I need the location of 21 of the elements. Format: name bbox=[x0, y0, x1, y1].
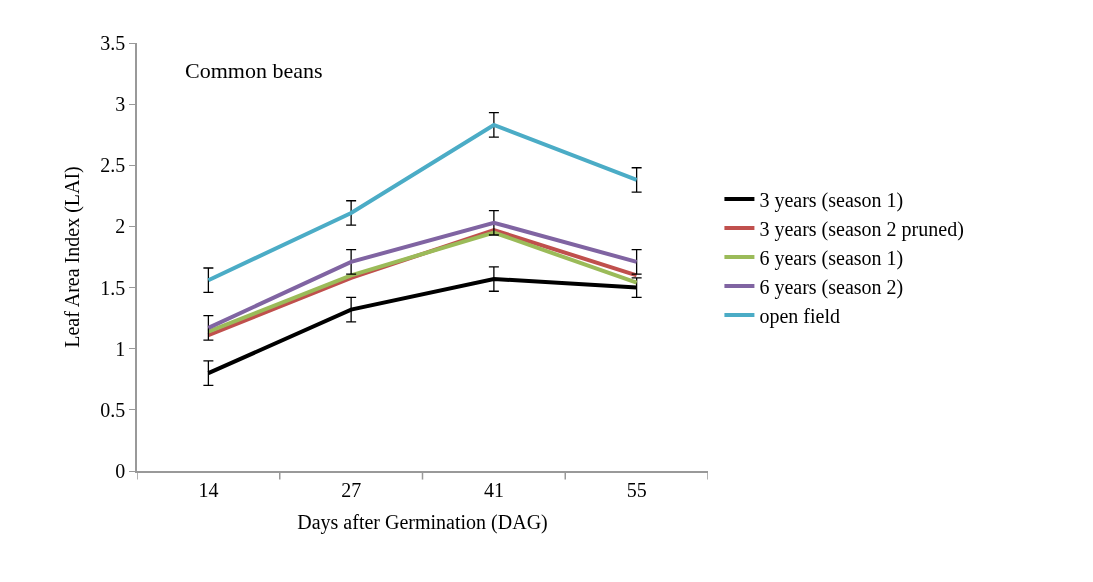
y-tick-label: 1 bbox=[115, 337, 126, 360]
y-tick-label: 0.5 bbox=[100, 398, 126, 421]
line-series bbox=[206, 122, 639, 283]
x-tick-label: 27 bbox=[341, 478, 362, 501]
y-tick-label: 2.5 bbox=[100, 154, 126, 177]
y-tick-label: 0 bbox=[115, 460, 126, 482]
y-tick-label: 2 bbox=[115, 215, 126, 238]
legend-label: 3 years (season 2 pruned) bbox=[759, 217, 964, 241]
legend-label: 6 years (season 2) bbox=[759, 275, 904, 299]
text: Common beans bbox=[185, 58, 323, 83]
x-axis-title: Days after Germination (DAG) bbox=[297, 510, 548, 534]
y-axis-title: Leaf Area Index (LAI) bbox=[61, 166, 85, 348]
x-tick-label: 55 bbox=[626, 478, 647, 501]
y-tick-label: 3 bbox=[115, 93, 126, 116]
y-tick-label: 1.5 bbox=[100, 276, 126, 299]
x-tick-label: 14 bbox=[198, 478, 219, 501]
x-tick-label: 41 bbox=[483, 478, 504, 501]
legend-label: 3 years (season 1) bbox=[759, 188, 904, 212]
legend-label: open field bbox=[759, 304, 840, 328]
y-tick-label: 3.5 bbox=[100, 32, 126, 54]
legend-label: 6 years (season 1) bbox=[759, 246, 904, 270]
